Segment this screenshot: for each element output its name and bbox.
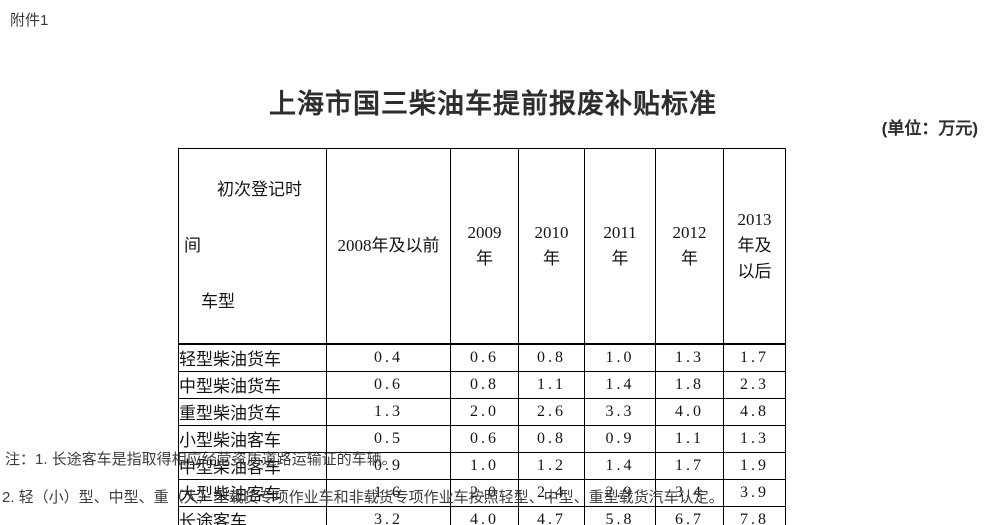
unit-label: (单位：万元)	[881, 119, 978, 138]
table-cell: 7.8	[723, 505, 786, 525]
row-label: 中型柴油客车	[178, 451, 327, 480]
table-cell: 1.2	[518, 451, 585, 480]
table-cell: 1.0	[450, 451, 519, 480]
table-row: 中型柴油客车 0.9 1.0 1.2 1.4 1.7 1.9	[178, 451, 786, 480]
column-header-2009: 2009 年	[450, 148, 519, 345]
table-cell: 1.8	[655, 370, 724, 399]
table-row: 中型柴油货车 0.6 0.8 1.1 1.4 1.8 2.3	[178, 370, 786, 399]
corner-registration-label: 初次登记时	[217, 180, 302, 199]
table-row: 小型柴油客车 0.5 0.6 0.8 0.9 1.1 1.3	[178, 424, 786, 453]
table-cell: 2.6	[518, 397, 585, 426]
attachment-label: 附件1	[10, 12, 49, 29]
table-cell: 2.0	[450, 478, 519, 507]
table-cell: 1.1	[655, 424, 724, 453]
table-cell: 1.6	[326, 478, 451, 507]
table-header-row: 初次登记时 间 车型 2008年及以前 2009 年 2010 年 2011 年…	[178, 148, 786, 345]
table-cell: 1.1	[518, 370, 585, 399]
table-cell: 3.3	[584, 397, 656, 426]
table-cell: 0.4	[326, 343, 451, 372]
table-cell: 0.6	[326, 370, 451, 399]
row-label: 中型柴油货车	[178, 370, 327, 399]
table-row: 轻型柴油货车 0.4 0.6 0.8 1.0 1.3 1.7	[178, 343, 786, 372]
table-cell: 0.6	[450, 343, 519, 372]
table-cell: 1.3	[326, 397, 451, 426]
table-cell: 1.7	[723, 343, 786, 372]
table-cell: 2.4	[518, 478, 585, 507]
table-cell: 3.4	[655, 478, 724, 507]
table-cell: 4.0	[655, 397, 724, 426]
page-title: 上海市国三柴油车提前报废补贴标准	[269, 89, 717, 119]
table-cell: 1.4	[584, 451, 656, 480]
table-cell: 4.0	[450, 505, 519, 525]
table-cell: 6.7	[655, 505, 724, 525]
table-cell: 1.4	[584, 370, 656, 399]
corner-registration-label-wrap: 间	[184, 236, 201, 255]
table-cell: 0.9	[326, 451, 451, 480]
table-cell: 3.9	[723, 478, 786, 507]
table-row: 长途客车 3.2 4.0 4.7 5.8 6.7 7.8	[178, 505, 786, 525]
column-header-2012: 2012 年	[655, 148, 724, 345]
table-cell: 0.8	[518, 424, 585, 453]
table-cell: 1.9	[723, 451, 786, 480]
table-cell: 1.0	[584, 343, 656, 372]
corner-vehicle-type-label: 车型	[201, 292, 235, 311]
table-cell: 4.7	[518, 505, 585, 525]
corner-header-cell: 初次登记时 间 车型	[178, 148, 327, 345]
row-label: 长途客车	[178, 505, 327, 525]
table-cell: 0.9	[584, 424, 656, 453]
table-cell: 1.7	[655, 451, 724, 480]
table-cell: 5.8	[584, 505, 656, 525]
table-cell: 2.9	[584, 478, 656, 507]
row-label: 小型柴油客车	[178, 424, 327, 453]
column-header-2008: 2008年及以前	[326, 148, 451, 345]
row-label: 轻型柴油货车	[178, 343, 327, 372]
table-row: 重型柴油货车 1.3 2.0 2.6 3.3 4.0 4.8	[178, 397, 786, 426]
row-label: 重型柴油货车	[178, 397, 327, 426]
row-label: 大型柴油客车	[178, 478, 327, 507]
table-cell: 1.3	[655, 343, 724, 372]
table-row: 大型柴油客车 1.6 2.0 2.4 2.9 3.4 3.9	[178, 478, 786, 507]
table-cell: 1.3	[723, 424, 786, 453]
table-cell: 0.8	[518, 343, 585, 372]
subsidy-table: 初次登记时 间 车型 2008年及以前 2009 年 2010 年 2011 年…	[178, 148, 786, 525]
column-header-2010: 2010 年	[518, 148, 585, 345]
table-cell: 0.6	[450, 424, 519, 453]
column-header-2013: 2013 年及 以后	[723, 148, 786, 345]
table-cell: 2.0	[450, 397, 519, 426]
table-cell: 3.2	[326, 505, 451, 525]
table-cell: 0.5	[326, 424, 451, 453]
column-header-2011: 2011 年	[584, 148, 656, 345]
table-cell: 2.3	[723, 370, 786, 399]
table-cell: 4.8	[723, 397, 786, 426]
table-cell: 0.8	[450, 370, 519, 399]
